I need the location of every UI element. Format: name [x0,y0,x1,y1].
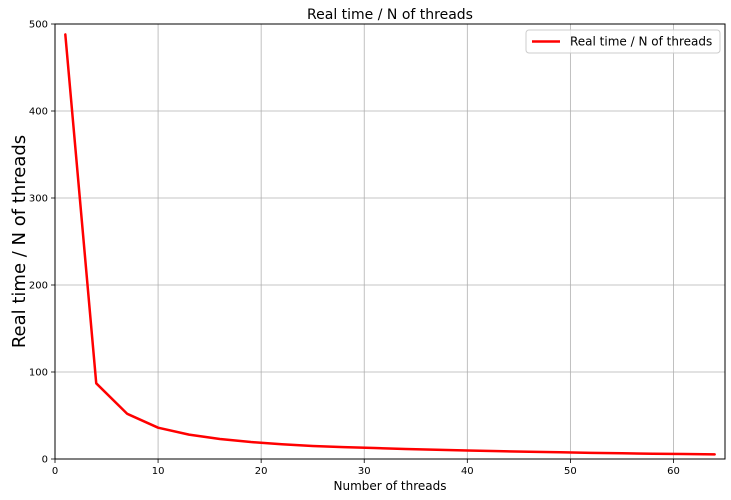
y-tick-label: 400 [29,107,48,118]
x-tick-label: 10 [152,466,165,477]
legend: Real time / N of threads [525,29,721,54]
chart-title: Real time / N of threads [307,7,473,23]
legend-box [525,29,721,54]
series-line [64,33,716,456]
x-tick-label: 30 [358,466,371,477]
series-group [64,33,716,456]
x-tick-label: 0 [52,466,58,477]
grid [55,24,725,459]
x-tick-label: 20 [255,466,268,477]
y-tick-label: 300 [29,194,48,205]
plot-frame [54,23,726,460]
ticks: 0 10 20 30 40 50 60 0 100 200 300 400 500 [29,20,680,478]
y-tick-label: 500 [29,20,48,31]
x-tick-label: 50 [564,466,577,477]
y-axis-label: Real time / N of threads [9,135,30,348]
x-tick-label: 60 [667,466,680,477]
y-tick-label: 0 [42,455,48,466]
y-tick-label: 100 [29,368,48,379]
plot-area-background [55,24,725,459]
x-axis-label: Number of threads [334,479,447,493]
y-tick-label: 200 [29,281,48,292]
x-tick-label: 40 [461,466,474,477]
legend-label: Real time / N of threads [570,35,712,49]
